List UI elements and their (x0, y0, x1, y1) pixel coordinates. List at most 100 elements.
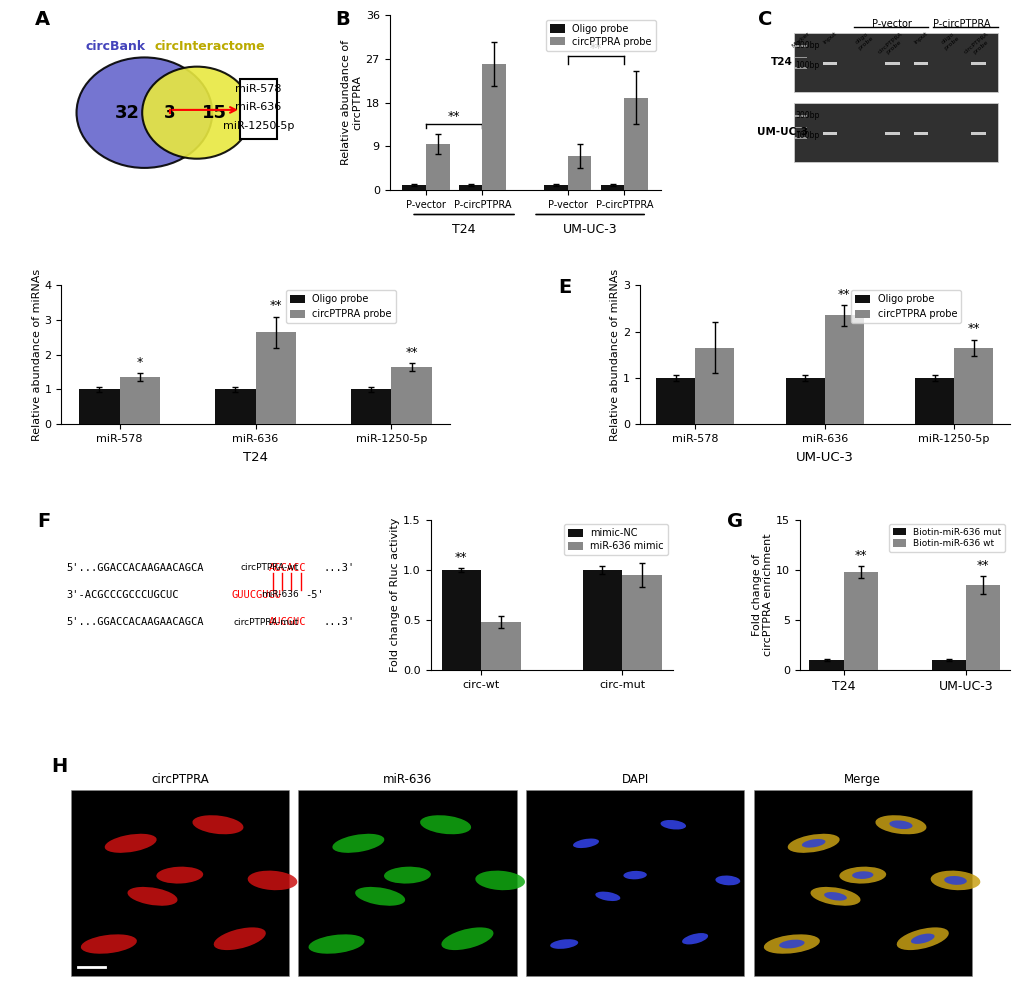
Bar (883, 61, 899, 65)
Text: Input: Input (821, 31, 837, 45)
Text: miR-578: miR-578 (234, 83, 281, 93)
Text: Marker: Marker (791, 31, 810, 48)
Text: **: ** (589, 42, 601, 55)
Ellipse shape (889, 820, 912, 829)
Text: circInteractome: circInteractome (155, 40, 265, 53)
Text: 32: 32 (114, 104, 140, 122)
Text: 3'-ACGCCCGCCCUGCUC: 3'-ACGCCCGCCCUGCUC (66, 590, 178, 600)
Bar (965, 585, 1000, 670)
Bar (256, 333, 297, 424)
Text: T24: T24 (451, 223, 476, 236)
Text: **: ** (966, 322, 979, 335)
Bar (970, 61, 985, 65)
Bar (913, 132, 927, 136)
Legend: Oligo probe, circPTPRA probe: Oligo probe, circPTPRA probe (851, 290, 960, 323)
Ellipse shape (801, 839, 824, 847)
Text: Merge: Merge (844, 773, 880, 786)
Bar (582, 570, 622, 670)
Bar (795, 115, 806, 117)
Bar (482, 63, 505, 190)
Ellipse shape (308, 935, 364, 954)
Ellipse shape (475, 870, 525, 890)
Ellipse shape (76, 57, 212, 168)
Bar (119, 377, 160, 424)
Ellipse shape (682, 933, 707, 945)
Bar (459, 185, 482, 190)
Bar (883, 132, 899, 136)
FancyBboxPatch shape (239, 78, 276, 140)
Ellipse shape (929, 870, 979, 890)
Text: ...3': ...3' (323, 563, 355, 573)
Ellipse shape (779, 940, 804, 949)
Ellipse shape (851, 871, 872, 879)
Bar (914, 378, 953, 424)
Bar (391, 367, 432, 424)
Text: miR-636: miR-636 (261, 590, 299, 599)
Legend: Oligo probe, circPTPRA probe: Oligo probe, circPTPRA probe (286, 290, 395, 323)
Ellipse shape (549, 940, 578, 949)
Ellipse shape (355, 886, 405, 906)
Bar (822, 132, 837, 136)
Text: Input: Input (912, 31, 928, 45)
Bar (970, 132, 985, 136)
Ellipse shape (787, 834, 839, 853)
Text: 5'...GGACCACAAGAACAGCA: 5'...GGACCACAAGAACAGCA (66, 617, 204, 627)
Bar (543, 185, 568, 190)
Bar (809, 660, 843, 670)
Text: A: A (35, 10, 50, 29)
Ellipse shape (156, 866, 203, 883)
Text: miR-1250-5p: miR-1250-5p (222, 121, 293, 131)
Text: -5': -5' (305, 590, 324, 600)
Ellipse shape (839, 866, 886, 883)
Ellipse shape (595, 891, 620, 901)
Text: **: ** (454, 551, 467, 564)
Ellipse shape (81, 935, 137, 954)
Text: G: G (726, 512, 742, 531)
X-axis label: T24: T24 (243, 451, 268, 464)
Y-axis label: Fold change of Rluc activity: Fold change of Rluc activity (390, 518, 400, 672)
Ellipse shape (248, 870, 298, 890)
Text: 300bp: 300bp (795, 112, 819, 121)
Bar (526, 790, 744, 976)
Text: **: ** (406, 346, 418, 359)
Y-axis label: Fold change of
circPTPRA enrichment: Fold change of circPTPRA enrichment (751, 534, 772, 656)
Bar (624, 97, 648, 190)
Text: F: F (37, 512, 50, 531)
Bar (824, 316, 863, 424)
Y-axis label: Relative abundance of miRNAs: Relative abundance of miRNAs (32, 268, 42, 441)
Bar (299, 790, 516, 976)
Ellipse shape (810, 886, 860, 906)
Text: miR-636: miR-636 (382, 773, 432, 786)
Bar (425, 144, 449, 190)
Text: 100bp: 100bp (795, 131, 818, 140)
Text: P-vector: P-vector (871, 19, 911, 29)
Ellipse shape (420, 815, 471, 834)
Bar (441, 570, 481, 670)
Bar (78, 390, 119, 424)
Text: **: ** (269, 299, 282, 313)
Legend: mimic-NC, miR-636 mimic: mimic-NC, miR-636 mimic (564, 525, 667, 555)
Legend: Oligo probe, circPTPRA probe: Oligo probe, circPTPRA probe (545, 20, 655, 50)
Bar (793, 32, 997, 92)
Text: circPTPRA: circPTPRA (151, 773, 209, 786)
Ellipse shape (944, 876, 966, 884)
Text: **: ** (854, 549, 866, 562)
Ellipse shape (127, 886, 177, 906)
Text: *: * (137, 356, 143, 369)
Text: AGCACC: AGCACC (268, 563, 306, 573)
Ellipse shape (823, 892, 846, 900)
Text: oligo
probe: oligo probe (938, 31, 959, 51)
Bar (753, 790, 971, 976)
Ellipse shape (910, 934, 933, 944)
Text: circPTPRA
probe: circPTPRA probe (876, 31, 907, 58)
Text: 5'...GGACCACAAGAACAGCA: 5'...GGACCACAAGAACAGCA (66, 563, 204, 573)
Text: ...3': ...3' (323, 617, 355, 627)
Ellipse shape (441, 928, 493, 950)
Bar (600, 185, 624, 190)
Text: 15: 15 (202, 104, 226, 122)
Text: T24: T24 (770, 57, 792, 67)
Text: B: B (335, 10, 350, 29)
Text: H: H (52, 757, 68, 776)
Ellipse shape (874, 815, 925, 834)
Ellipse shape (623, 871, 646, 879)
